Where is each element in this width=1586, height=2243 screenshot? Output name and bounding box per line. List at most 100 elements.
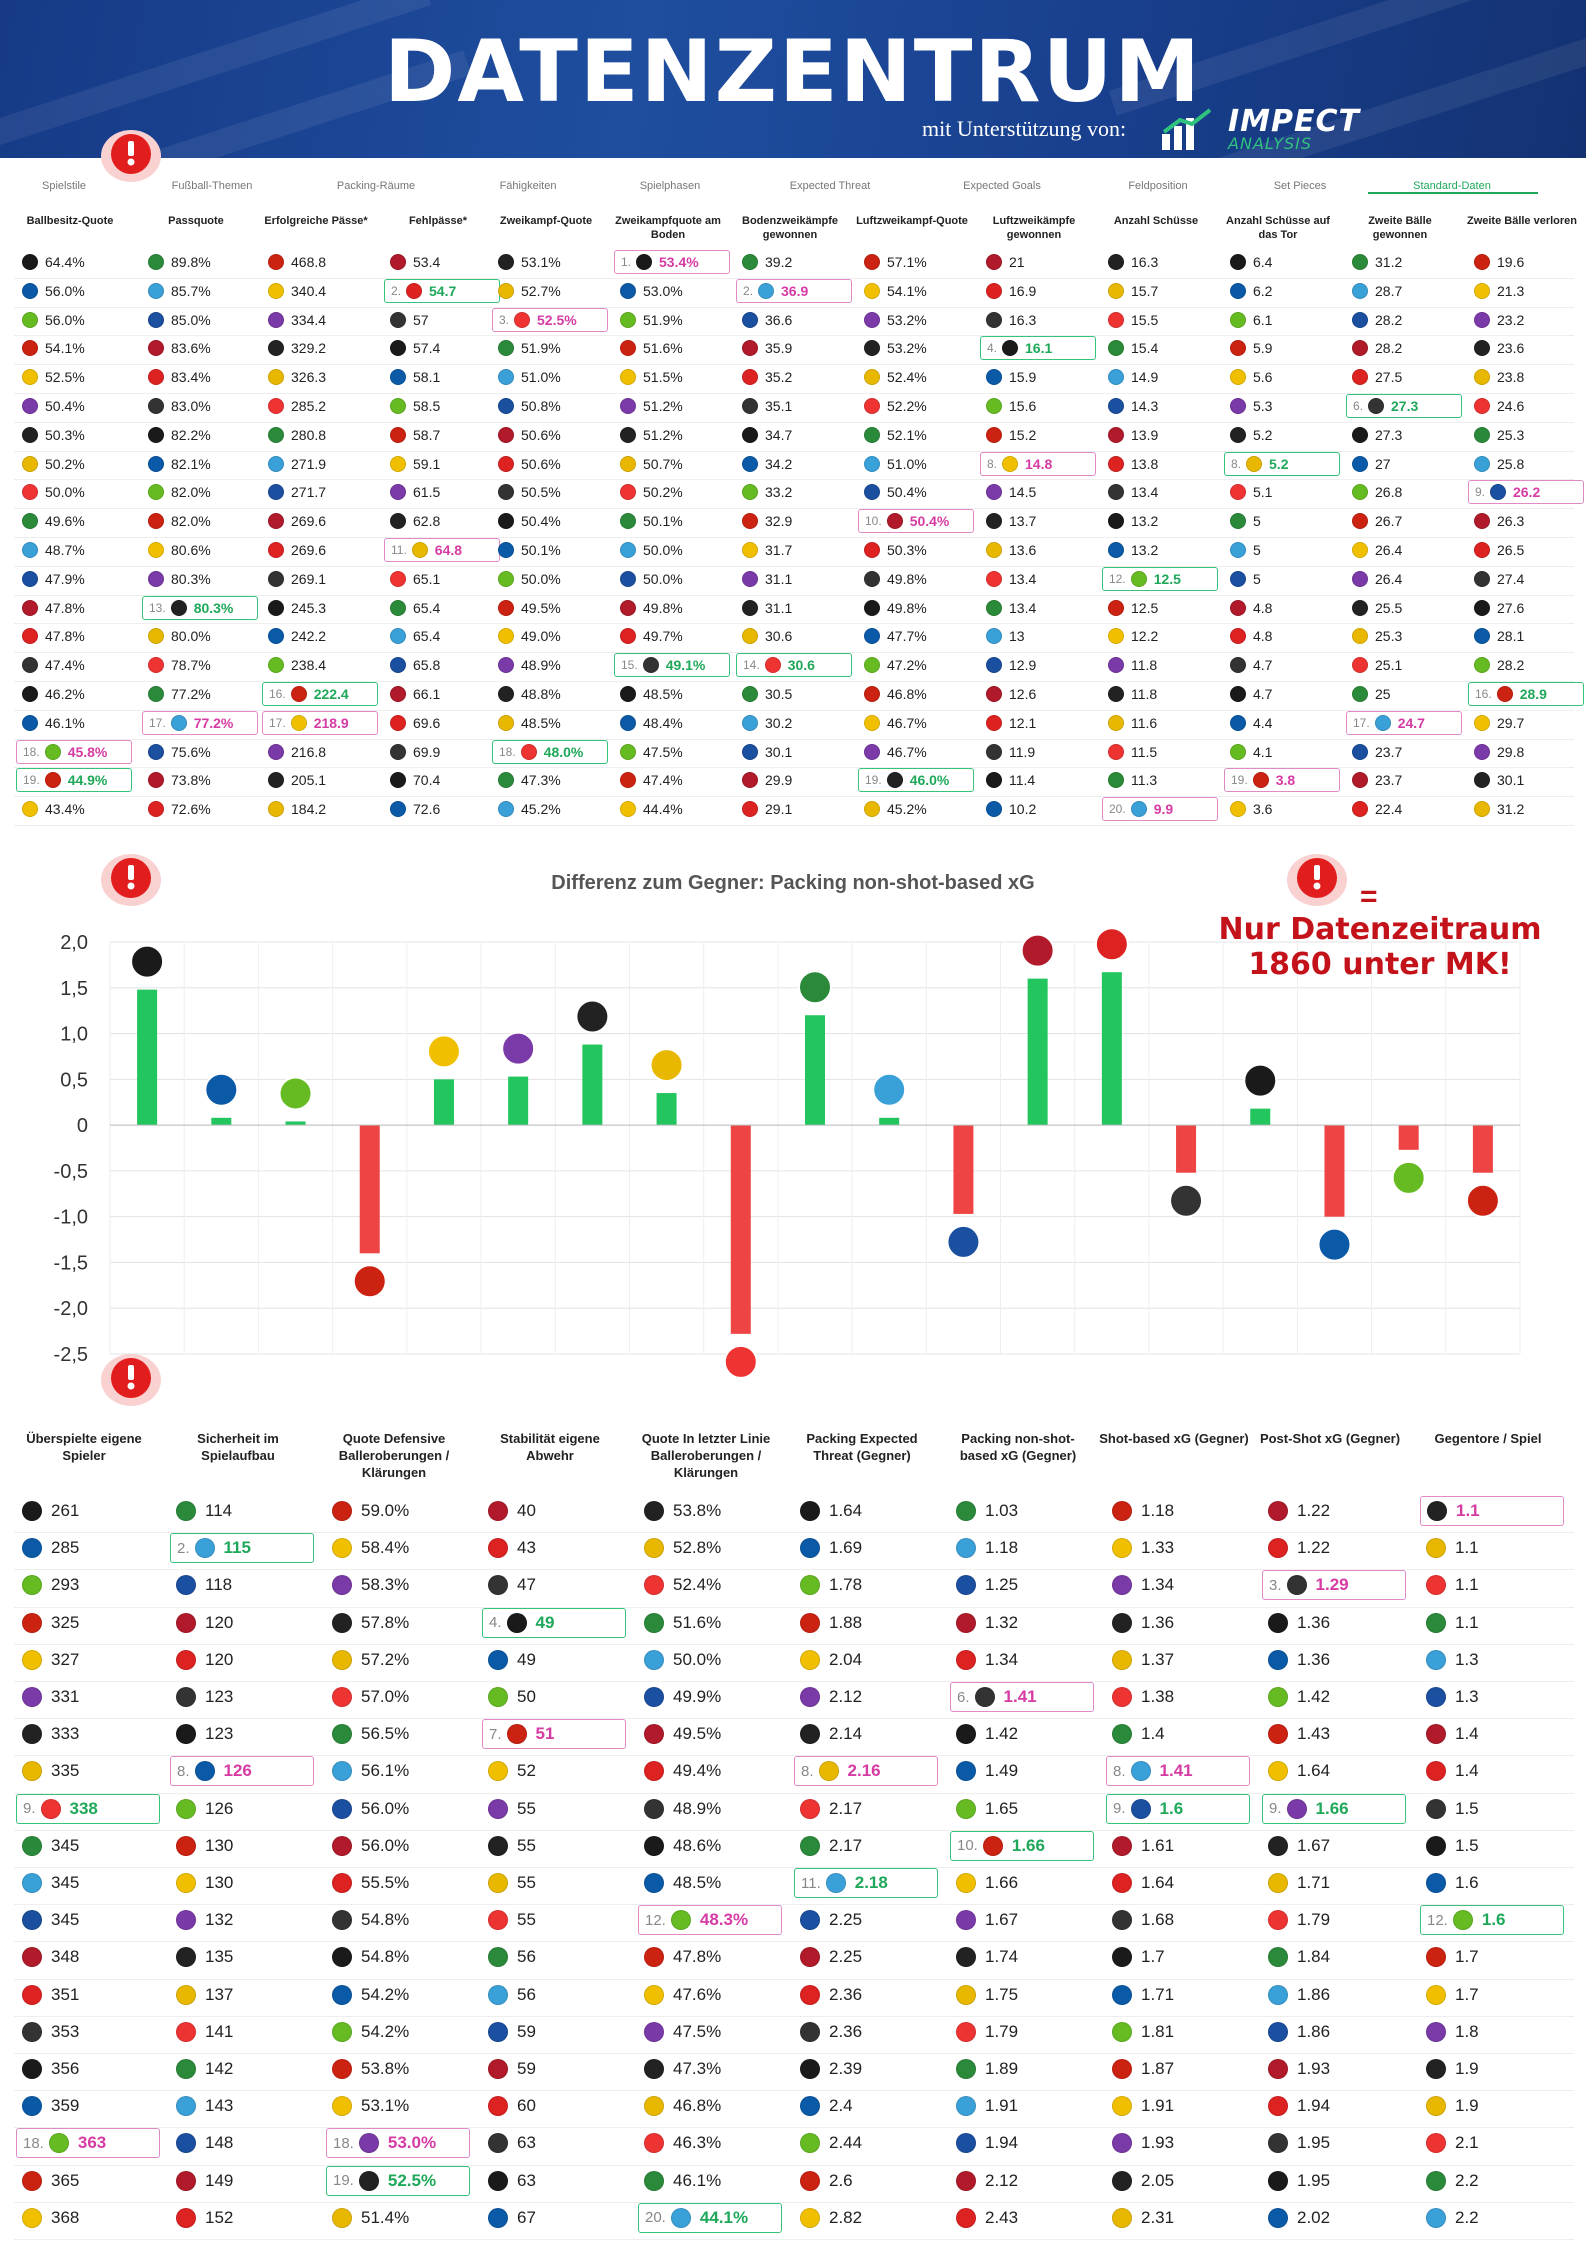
tab-8[interactable]: Feldposition	[1128, 180, 1188, 192]
table-cell: 58.3%	[326, 1570, 409, 1600]
club-crest-icon	[764, 657, 781, 674]
club-crest-icon	[800, 1501, 820, 1521]
tab-5[interactable]: Spielphasen	[639, 180, 701, 192]
club-crest-icon	[1230, 369, 1246, 386]
table-cell: 27.5	[1346, 365, 1402, 389]
club-crest-icon	[825, 1873, 846, 1893]
column-header[interactable]: Zweite Bälle verloren	[1466, 215, 1578, 227]
tab-7[interactable]: Expected Goals	[963, 180, 1041, 192]
cell-value: 45.2%	[521, 801, 561, 818]
table-cell: 1.3	[1420, 1645, 1479, 1675]
tab-9[interactable]: Set Pieces	[1273, 180, 1327, 192]
table-cell: 1.61	[1106, 1831, 1174, 1861]
column-header[interactable]: Stabilität eigene Abwehr	[500, 1431, 600, 1463]
cell-value: 25.5	[1375, 599, 1403, 616]
cell-value: 12.9	[1009, 657, 1037, 674]
column-header[interactable]: Zweite Bälle gewonnen	[1368, 215, 1432, 241]
cell-value: 16.3	[1009, 311, 1037, 328]
cell-value: 2.25	[829, 1947, 863, 1967]
club-crest-icon	[170, 714, 187, 731]
club-crest-icon	[986, 801, 1002, 818]
club-crest-icon	[390, 311, 406, 328]
cell-value: 2.25	[829, 1910, 863, 1930]
club-crest-icon	[986, 426, 1002, 443]
tab-1[interactable]: Spielstile	[41, 180, 87, 192]
club-crest-icon	[148, 426, 164, 443]
table-cell: 49.4%	[638, 1756, 721, 1786]
column-header[interactable]: Fehlpässe*	[408, 215, 468, 227]
cell-value: 50	[517, 1687, 536, 1706]
row-separator	[14, 479, 1574, 481]
club-crest-icon	[1112, 1724, 1132, 1745]
table-cell: 4.7	[1224, 653, 1272, 677]
cell-value: 132	[205, 1910, 234, 1930]
cell-value: 261	[51, 1501, 80, 1520]
table-cell: 56	[482, 1942, 536, 1972]
column-header[interactable]: Quote In letzter Linie Balleroberungen /…	[641, 1431, 771, 1480]
tab-6[interactable]: Expected Threat	[789, 180, 871, 192]
column-header[interactable]: Luftzweikämpfe gewonnen	[992, 215, 1076, 241]
cell-value: 1.71	[1297, 1873, 1331, 1892]
column-header[interactable]: Überspielte eigene Spieler	[26, 1431, 142, 1463]
table-cell: 325	[16, 1608, 79, 1638]
column-header[interactable]: Gegentore / Spiel	[1434, 1431, 1542, 1446]
tab-10[interactable]: Standard-Daten	[1413, 180, 1491, 192]
column-header[interactable]: Packing Expected Threat (Gegner)	[806, 1431, 918, 1463]
column-header[interactable]: Shot-based xG (Gegner)	[1099, 1431, 1249, 1446]
cell-value: 46.0%	[909, 772, 950, 789]
table-cell: 1.93	[1262, 2054, 1330, 2084]
cell-value: 331	[51, 1687, 80, 1706]
column-header[interactable]: Zweikampfquote am Boden	[615, 215, 721, 241]
column-header[interactable]: Quote Defensive Balleroberungen / Klärun…	[338, 1431, 450, 1480]
cell-value: 2.1	[1455, 2133, 1479, 2153]
cell-value: 1.68	[1141, 1910, 1175, 1930]
column-header[interactable]: Passquote	[168, 215, 224, 227]
column-header[interactable]: Zweikampf-Quote	[499, 215, 593, 227]
club-crest-icon	[390, 772, 406, 789]
cell-value: 4.7	[1253, 657, 1273, 674]
column-header[interactable]: Anzahl Schüsse	[1113, 215, 1199, 227]
table-cell: 65.4	[384, 624, 440, 648]
cell-value: 50.1%	[643, 513, 683, 530]
cell-value: 57.8%	[361, 1612, 410, 1632]
row-separator	[14, 1941, 1574, 1943]
column-header[interactable]: Ballbesitz-Quote	[26, 215, 114, 227]
column-header[interactable]: Sicherheit im Spielaufbau	[197, 1431, 279, 1463]
active-tab-underline	[1368, 192, 1538, 194]
table-cell: 2.36	[794, 1980, 862, 2010]
club-crest-icon	[864, 254, 880, 270]
cell-value: 49.5%	[521, 599, 561, 616]
column-header[interactable]: Luftzweikampf-Quote	[856, 215, 968, 227]
club-crest-icon	[1112, 1687, 1132, 1707]
club-crest-icon	[956, 2096, 976, 2117]
cell-value: 205.1	[291, 772, 327, 789]
club-crest-icon	[1130, 1761, 1151, 1782]
table-cell: 47.4%	[16, 653, 85, 677]
cell-value: 26.5	[1497, 542, 1525, 558]
cell-value: 1.86	[1297, 2021, 1331, 2041]
cell-value: 271.9	[291, 455, 327, 472]
table-cell: 130	[170, 1868, 233, 1898]
club-crest-icon	[956, 1538, 976, 1559]
column-header[interactable]: Anzahl Schüsse auf das Tor	[1226, 215, 1330, 241]
row-separator	[14, 421, 1574, 423]
table-cell: 2.36	[794, 2017, 862, 2047]
column-header[interactable]: Post-Shot xG (Gegner)	[1259, 1431, 1401, 1446]
table-cell: 1.25	[950, 1570, 1018, 1600]
club-crest-icon	[800, 1798, 820, 1819]
club-crest-icon	[800, 1910, 820, 1931]
column-header[interactable]: Bodenzweikämpfe gewonnen	[742, 215, 838, 241]
table-cell: 269.6	[262, 509, 326, 533]
tab-3[interactable]: Packing-Räume	[336, 180, 416, 192]
cell-value: 2.14	[829, 1724, 863, 1744]
cell-value: 1.66	[985, 1873, 1019, 1892]
cell-value: 52.8%	[673, 1538, 722, 1558]
tab-4[interactable]: Fähigkeiten	[499, 180, 557, 192]
column-header[interactable]: Packing non-shot-based xG (Gegner)	[959, 1431, 1077, 1463]
table-cell: 11.6	[1102, 711, 1157, 735]
tab-2[interactable]: Fußball-Themen	[171, 180, 253, 192]
column-header[interactable]: Erfolgreiche Pässe*	[264, 215, 368, 227]
club-crest-icon	[332, 1984, 352, 2005]
club-crest-icon	[742, 743, 758, 760]
club-crest-icon	[1426, 2207, 1446, 2228]
